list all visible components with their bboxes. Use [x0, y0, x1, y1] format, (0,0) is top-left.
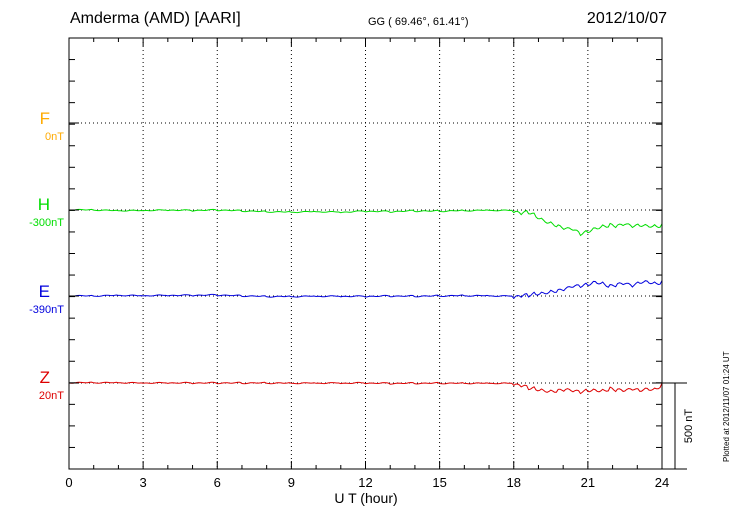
plot-date: 2012/10/07	[586, 10, 667, 27]
series-line-e	[68, 280, 663, 300]
series-layer	[68, 208, 663, 395]
channel-offset-z: 20nT	[38, 390, 64, 402]
x-tick-label: 9	[288, 475, 295, 490]
channel-offset-e: -390nT	[29, 304, 64, 316]
channel-name-h: H	[37, 195, 50, 214]
channel-name-e: E	[38, 282, 50, 301]
x-tick-label: 21	[581, 475, 595, 490]
x-axis-label: U T (hour)	[334, 490, 397, 506]
channel-name-f: F	[39, 109, 50, 128]
x-axis-ticks: 0 3 6 9 12 15 18 21 24	[65, 38, 669, 490]
station-title: Amderma (AMD) [AARI]	[70, 10, 241, 27]
x-tick-label: 3	[140, 475, 147, 490]
x-tick-label: 24	[655, 475, 669, 490]
scale-bar: 500 nT	[662, 382, 695, 470]
x-tick-label: 6	[214, 475, 221, 490]
plotted-timestamp: Plotted at 2012/11/07 01:24 UT	[722, 351, 730, 462]
channel-offset-h: -300nT	[29, 217, 64, 229]
gridlines	[69, 38, 662, 469]
channel-name-z: Z	[39, 368, 50, 387]
x-tick-label: 0	[65, 475, 72, 490]
x-tick-label: 18	[507, 475, 521, 490]
x-tick-label: 12	[358, 475, 372, 490]
x-tick-label: 15	[432, 475, 446, 490]
series-line-h	[68, 208, 663, 237]
channel-offset-f: 0nT	[45, 131, 64, 143]
scale-bar-label: 500 nT	[683, 409, 695, 444]
geo-coordinates: GG ( 69.46°, 61.41°)	[368, 16, 469, 28]
series-line-z	[68, 381, 663, 395]
